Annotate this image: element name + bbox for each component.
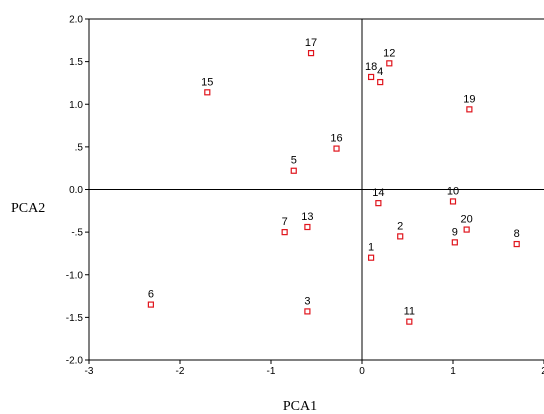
data-point-marker (290, 167, 297, 174)
data-point-marker (466, 106, 473, 113)
y-tick-label: 1.0 (69, 100, 83, 111)
data-point-marker (307, 49, 315, 57)
x-tick-label: 2 (541, 366, 544, 377)
data-point-marker (368, 73, 375, 81)
data-point-label: 5 (291, 155, 297, 167)
y-tick-label: -1.0 (66, 270, 84, 281)
data-point-label: 10 (447, 185, 459, 197)
data-point-label: 14 (372, 187, 384, 199)
x-tick-label: -2 (176, 366, 185, 377)
data-point-marker (333, 145, 340, 152)
data-point-marker (281, 229, 288, 236)
data-point-marker (463, 226, 470, 233)
data-point-label: 4 (377, 66, 383, 78)
data-point-marker (513, 240, 520, 248)
data-point-label: 6 (148, 289, 154, 301)
data-point-label: 7 (282, 216, 288, 228)
data-point-label: 17 (305, 37, 317, 49)
data-point-label: 19 (463, 93, 475, 105)
x-tick-label: 0 (359, 366, 365, 377)
data-point-label: 16 (330, 133, 342, 145)
data-point-marker (304, 223, 311, 231)
y-tick-label: .5 (75, 142, 84, 153)
data-point-marker (375, 200, 382, 207)
data-point-marker (451, 239, 458, 246)
data-point-marker (449, 198, 457, 205)
data-point-marker (397, 233, 404, 240)
data-point-marker (406, 318, 413, 325)
y-tick-label: 1.5 (69, 57, 83, 68)
data-point-label: 13 (301, 211, 313, 223)
y-tick-label: -.5 (71, 228, 83, 239)
data-point-label: 8 (514, 228, 520, 240)
y-tick-label: -2.0 (66, 356, 84, 367)
data-point-label: 11 (404, 306, 415, 318)
y-axis-title: PCA2 (11, 201, 45, 216)
data-point-label: 2 (397, 220, 403, 232)
data-point-label: 15 (201, 76, 213, 88)
data-point-marker (377, 78, 384, 86)
y-tick-label: 0.0 (69, 185, 83, 196)
data-point-marker (386, 60, 393, 67)
axis-ticks: 2.01.51.0.50.0-.5-1.0-1.5-2.0-3-2-1012 (66, 15, 544, 377)
data-point-label: 18 (365, 61, 377, 73)
x-tick-label: -3 (85, 366, 94, 377)
plot-frame (88, 18, 544, 361)
data-point-marker (147, 301, 154, 308)
y-tick-label: -1.5 (66, 313, 84, 324)
data-point-label: 3 (304, 295, 310, 307)
data-point-label: 9 (452, 226, 458, 238)
data-point-label: 1 (368, 242, 374, 254)
x-axis-title: PCA1 (283, 399, 317, 414)
x-tick-label: -1 (267, 366, 276, 377)
data-point-label: 12 (383, 47, 395, 59)
data-point-label: 20 (461, 214, 473, 226)
y-tick-label: 2.0 (69, 15, 83, 26)
x-tick-label: 1 (450, 366, 456, 377)
data-point-marker (368, 254, 375, 261)
data-point-marker (304, 308, 311, 315)
data-point-marker (204, 89, 211, 96)
